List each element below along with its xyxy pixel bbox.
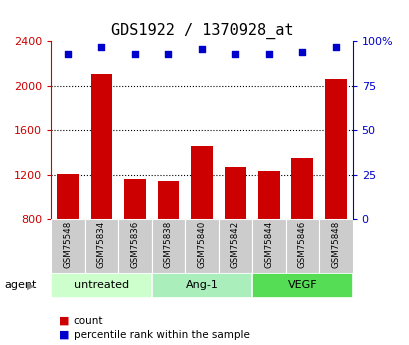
- Text: Ang-1: Ang-1: [185, 280, 218, 290]
- Point: [65, 51, 71, 57]
- Text: GSM75842: GSM75842: [230, 221, 239, 268]
- Text: GSM75836: GSM75836: [130, 221, 139, 268]
- Bar: [151, 219, 185, 273]
- Bar: [252, 219, 285, 273]
- Text: GSM75548: GSM75548: [63, 221, 72, 268]
- Point: [198, 46, 204, 51]
- Text: GSM75848: GSM75848: [330, 221, 339, 268]
- Text: GSM75840: GSM75840: [197, 221, 206, 268]
- Bar: [224, 167, 246, 219]
- Title: GDS1922 / 1370928_at: GDS1922 / 1370928_at: [110, 22, 292, 39]
- Bar: [90, 74, 112, 219]
- Text: GSM75846: GSM75846: [297, 221, 306, 268]
- Point: [265, 51, 272, 57]
- Bar: [157, 181, 179, 219]
- Text: VEGF: VEGF: [287, 280, 317, 290]
- Bar: [57, 174, 79, 219]
- Bar: [324, 79, 346, 219]
- Point: [332, 44, 338, 49]
- Bar: [218, 219, 252, 273]
- Bar: [291, 158, 312, 219]
- Bar: [285, 219, 318, 273]
- Text: percentile rank within the sample: percentile rank within the sample: [74, 330, 249, 339]
- Point: [165, 51, 171, 57]
- Text: GSM75844: GSM75844: [264, 221, 273, 268]
- Bar: [151, 273, 252, 298]
- Bar: [118, 219, 151, 273]
- Text: ▶: ▶: [27, 280, 34, 290]
- Text: ■: ■: [59, 330, 70, 339]
- Text: count: count: [74, 316, 103, 326]
- Bar: [51, 273, 151, 298]
- Text: ■: ■: [59, 316, 70, 326]
- Point: [98, 44, 105, 49]
- Bar: [191, 146, 212, 219]
- Bar: [85, 219, 118, 273]
- Bar: [185, 219, 218, 273]
- Bar: [124, 179, 146, 219]
- Bar: [318, 219, 352, 273]
- Bar: [257, 171, 279, 219]
- Text: GSM75834: GSM75834: [97, 221, 106, 268]
- Bar: [51, 219, 85, 273]
- Point: [299, 49, 305, 55]
- Point: [231, 51, 238, 57]
- Text: agent: agent: [4, 280, 36, 290]
- Bar: [252, 273, 352, 298]
- Text: GSM75838: GSM75838: [164, 221, 173, 268]
- Point: [131, 51, 138, 57]
- Text: untreated: untreated: [74, 280, 129, 290]
